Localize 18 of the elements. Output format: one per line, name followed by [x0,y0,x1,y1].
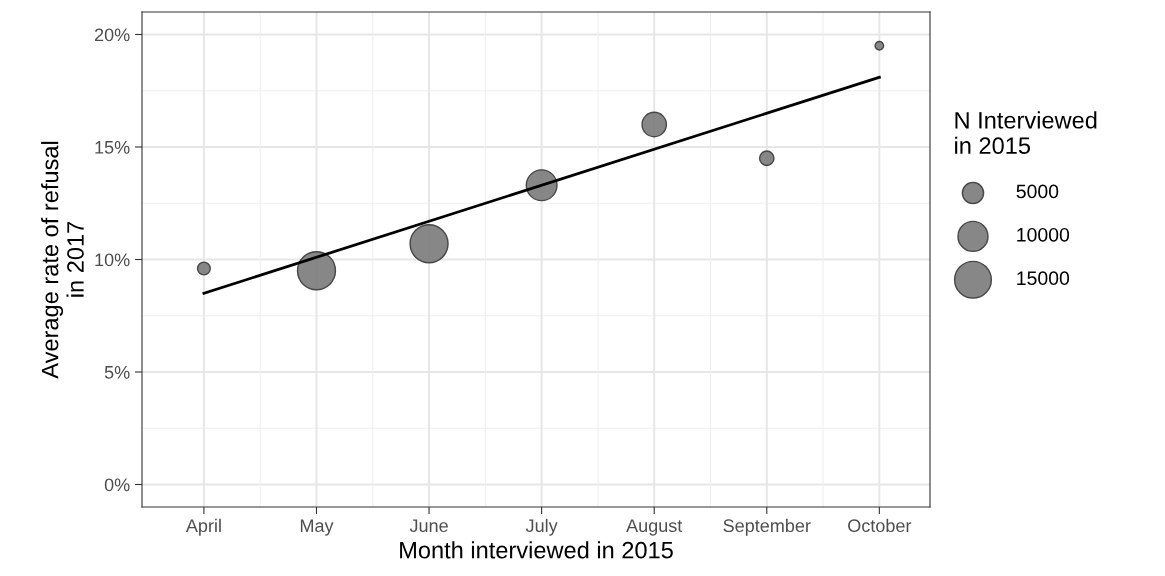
x-tick-label: May [300,519,334,536]
x-tick-label: August [626,519,683,536]
x-tick-label: October [848,518,912,533]
y-tick-label: 0% [104,478,130,492]
x-axis-title: Month interviewed in 2015 [400,541,673,559]
x-tick-label: April [185,518,221,536]
y-tick-label: 5% [104,366,130,379]
legend-label: 10000 [1017,227,1070,242]
legend-label: 15000 [1017,271,1070,286]
legend-label: 5000 [1016,184,1059,199]
y-tick-label: 15% [95,141,130,154]
x-tick-label: June [409,519,448,533]
y-axis-title: Average rate of refusal in 2017 [41,141,84,379]
y-tick-label: 10% [95,253,130,267]
x-tick-label: September [723,518,811,536]
legend-title: N Interviewed in 2015 [955,111,1097,155]
x-tick-label: July [525,518,558,536]
y-tick-label: 20% [94,28,130,42]
